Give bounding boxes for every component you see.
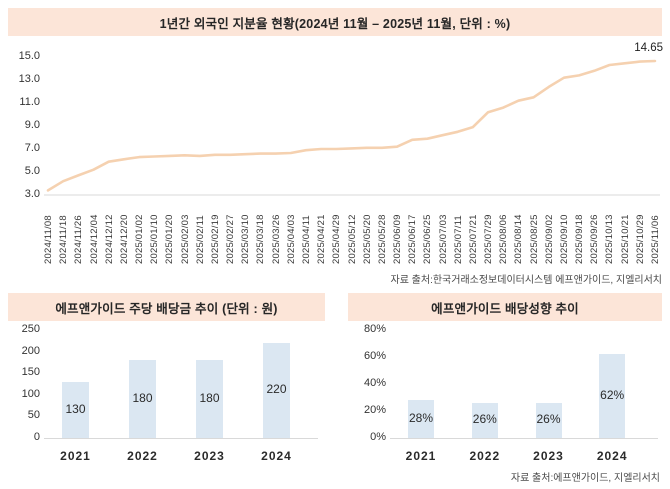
x-tick-label: 2025/06/17 [407,214,419,264]
x-tick-label: 2025/04/21 [316,214,328,264]
x-tick-label: 2025/05/20 [361,214,373,264]
y-tick-label: 13.0 [18,73,40,85]
y-tick-label: 60% [363,350,386,362]
bar-value-label: 220 [266,382,287,397]
bar [471,402,498,438]
payout-chart-title-banner: 에프앤가이드 배당성향 추이 [348,293,662,321]
x-tick-label: 2025/07/29 [483,214,495,264]
x-tick-label: 2025/05/12 [346,214,358,264]
x-tick-label: 2025/03/26 [270,214,282,264]
category-label: 2022 [127,449,158,463]
x-tick-label: 2025/05/28 [376,214,388,264]
category-label: 2023 [533,449,564,463]
y-tick-label: 250 [21,323,40,335]
x-tick-label: 2025/03/10 [240,214,252,264]
x-tick-label: 2025/02/27 [225,214,237,264]
dividend-chart-title-banner: 에프앤가이드 주당 배당금 추이 (단위 : 원) [8,293,325,321]
foreign-ownership-line-chart [44,59,660,196]
x-tick-label: 2025/01/10 [149,214,161,264]
x-tick-label: 2025/09/18 [574,214,586,264]
y-tick-label: 0% [370,431,386,443]
bar [263,342,290,438]
line-end-value-label: 14.65 [634,42,663,54]
bar [196,360,223,438]
y-tick-label: 15.0 [18,50,40,62]
x-tick-label: 2025/02/19 [209,214,221,264]
y-tick-label: 150 [21,366,40,379]
x-tick-label: 2025/07/21 [467,214,479,264]
category-label: 2021 [405,449,437,463]
bar [408,400,434,438]
bar-value-label: 130 [65,401,86,416]
category-label: 2021 [60,449,91,463]
y-tick-label: 5.0 [24,165,40,177]
x-tick-label: 2025/08/06 [498,214,510,264]
x-tick-label: 2024/11/18 [58,215,70,264]
y-tick-label: 9.0 [24,119,40,131]
x-tick-label: 2024/11/26 [73,215,85,264]
bar-value-label: 62% [600,388,625,403]
category-label: 2022 [469,449,501,463]
x-tick-label: 2024/11/08 [43,215,54,264]
x-tick-label: 2024/12/12 [103,214,115,264]
y-tick-label: 200 [21,344,40,357]
x-tick-label: 2025/08/25 [528,214,540,264]
bar [535,402,562,438]
x-tick-label: 2025/10/29 [634,214,646,264]
x-tick-label: 2025/04/03 [285,214,297,264]
y-tick-label: 100 [21,387,40,400]
y-tick-label: 11.0 [19,96,40,108]
x-tick-label: 2025/11/06 [650,215,661,264]
bar [129,360,156,438]
ownership-line-series [46,59,657,192]
x-tick-label: 2025/02/03 [179,214,191,264]
x-tick-label: 2024/12/04 [88,214,100,264]
top-chart-title-banner: 1년간 외국인 지분율 현황(2024년 11월 – 2025년 11월, 단위… [8,8,662,36]
bar-value-label: 28% [408,411,434,426]
bar-value-label: 180 [199,391,220,406]
x-tick-label: 2025/10/13 [604,214,616,264]
bar [62,381,89,438]
x-axis-line [390,438,658,439]
bottom-chart-source-text: 자료 출처:에프앤가이드, 지엘리서치 [510,473,660,484]
y-tick-label: 20% [363,404,386,416]
x-tick-label: 2025/02/11 [194,215,206,264]
x-tick-label: 2025/03/18 [255,214,267,264]
x-tick-label: 2025/04/29 [331,214,343,264]
x-axis-line [44,438,318,439]
y-tick-label: 40% [363,377,386,389]
top-chart-source-text: 자료 출처:한국거래소정보데이터시스템 에프앤가이드, 지엘리서치 [390,275,663,286]
bar-value-label: 26% [536,412,561,427]
x-tick-label: 2025/01/02 [134,214,146,264]
category-label: 2024 [596,449,628,463]
x-tick-label: 2025/09/02 [543,214,555,264]
y-tick-label: 50 [27,409,40,422]
y-tick-label: 3.0 [24,188,40,200]
bar-value-label: 26% [472,412,497,427]
top-chart-title: 1년간 외국인 지분율 현황(2024년 11월 – 2025년 11월, 단위… [159,16,511,31]
x-tick-label: 2025/07/03 [437,214,449,264]
x-tick-label: 2025/06/25 [422,214,434,264]
category-label: 2023 [194,449,225,463]
x-tick-label: 2025/09/10 [558,214,570,264]
x-tick-label: 2025/08/14 [513,214,525,264]
y-tick-label: 7.0 [24,142,40,154]
x-tick-label: 2025/04/11 [300,215,312,264]
dividend-chart-title: 에프앤가이드 주당 배당금 추이 (단위 : 원) [55,301,278,316]
x-tick-label: 2025/01/20 [164,214,176,264]
bar-value-label: 180 [132,391,153,406]
bar [599,354,626,438]
payout-chart-title: 에프앤가이드 배당성향 추이 [431,301,579,316]
category-label: 2024 [261,449,292,463]
x-tick-label: 2025/09/26 [589,214,601,264]
x-tick-label: 2025/10/21 [619,214,631,264]
x-tick-label: 2025/06/09 [392,214,404,264]
x-tick-label: 2025/07/11 [452,215,464,264]
y-tick-label: 0 [33,431,40,443]
y-tick-label: 80% [363,323,386,335]
x-tick-label: 2024/12/20 [118,214,130,264]
